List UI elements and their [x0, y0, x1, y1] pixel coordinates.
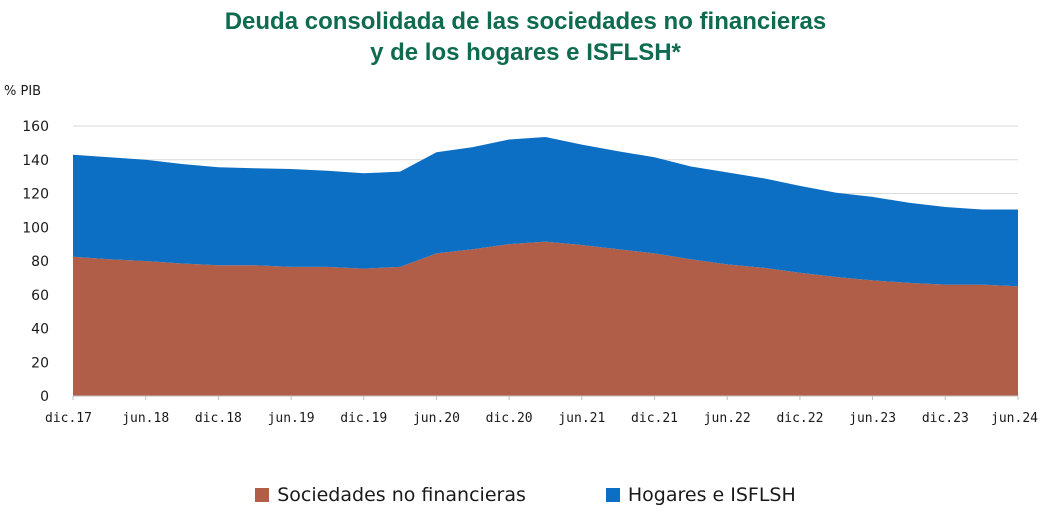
- x-tick-label-jun.22: jun.22: [704, 411, 751, 426]
- area-chart: 0 20 40 60 80 100 120 140 160 dic.17 jun.18 dic.18 j…: [4, 84, 1038, 426]
- y-tick-label-140: 140: [22, 153, 49, 169]
- x-tick-label-dic.21: dic.21: [631, 411, 678, 426]
- y-tick-label-0: 0: [40, 389, 49, 405]
- stacked-areas: [73, 137, 1018, 396]
- y-tick-label-40: 40: [31, 322, 49, 338]
- x-tick-label-dic.23: dic.23: [922, 411, 969, 426]
- area-hogares-isflsh: [73, 137, 1018, 287]
- y-axis-unit-label: % PIB: [4, 84, 41, 99]
- chart-title-line-2: y de los hogares e ISFLSH*: [370, 39, 681, 66]
- x-tick-label-dic.17: dic.17: [45, 411, 92, 426]
- y-tick-label-160: 160: [22, 119, 49, 135]
- chart-title: Deuda consolidada de las sociedades no f…: [0, 6, 1051, 68]
- x-tick-label-jun.23: jun.23: [849, 411, 896, 426]
- y-tick-label-80: 80: [31, 254, 49, 270]
- legend-label-sociedades: Sociedades no financieras: [277, 484, 526, 506]
- legend-item-hogares[interactable]: Hogares e ISFLSH: [605, 484, 796, 506]
- legend-swatch-hogares: [605, 488, 620, 502]
- area-sociedades-no-financieras: [73, 241, 1018, 396]
- x-tick-label-jun.20: jun.20: [413, 411, 460, 426]
- x-tick-label-jun.21: jun.21: [558, 411, 605, 426]
- legend: Sociedades no financieras Hogares e ISFL…: [0, 484, 1051, 506]
- x-tick-label-jun.19: jun.19: [268, 411, 315, 426]
- legend-label-hogares: Hogares e ISFLSH: [627, 484, 796, 506]
- x-tick-label-dic.20: dic.20: [486, 411, 533, 426]
- legend-swatch-sociedades: [255, 488, 270, 502]
- y-tick-label-100: 100: [22, 220, 49, 236]
- legend-item-sociedades[interactable]: Sociedades no financieras: [255, 484, 526, 506]
- y-tick-label-120: 120: [22, 187, 49, 203]
- x-tick-label-dic.19: dic.19: [340, 411, 387, 426]
- x-tick-label-jun.18: jun.18: [122, 411, 169, 426]
- chart-title-line-1: Deuda consolidada de las sociedades no f…: [224, 8, 827, 35]
- x-tick-label-dic.22: dic.22: [776, 411, 823, 426]
- axes: 0 20 40 60 80 100 120 140 160 dic.17 jun.18 dic.18 j…: [22, 119, 1038, 426]
- x-tick-label-dic.18: dic.18: [195, 411, 242, 426]
- x-tick-label-jun.24: jun.24: [991, 411, 1038, 426]
- y-tick-label-20: 20: [31, 355, 49, 371]
- y-tick-label-60: 60: [31, 288, 49, 304]
